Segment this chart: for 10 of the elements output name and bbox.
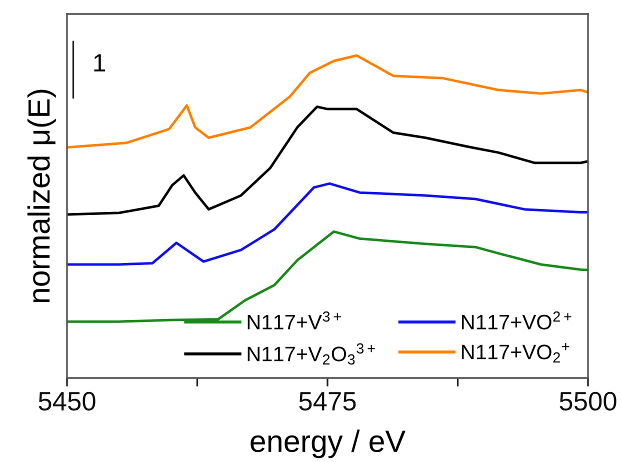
- x-axis-title: energy / eV: [250, 430, 406, 458]
- x-tick-label: 5500: [560, 392, 616, 411]
- legend-label: N117+V$_{2}$O$_{3}$$^{3+}$: [248, 343, 375, 365]
- x-tick-label: 5450: [38, 392, 96, 411]
- legend-label: N117+V$^{3+}$: [248, 311, 341, 330]
- legend-label: N117+VO$^{2+}$: [462, 311, 572, 330]
- legend-label: N117+VO$_{2}$$^{+}$: [462, 343, 570, 362]
- annotation: 1: [94, 54, 106, 72]
- y-axis-title: normalized μ(E): [27, 90, 56, 302]
- x-tick-label: 5475: [299, 392, 356, 411]
